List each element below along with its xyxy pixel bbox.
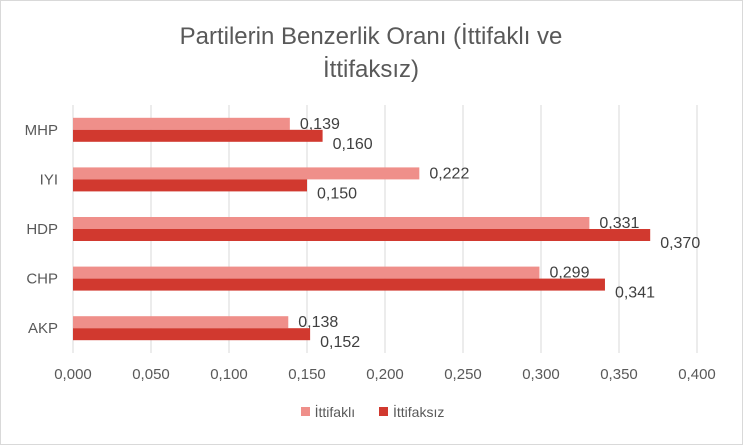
bar: [73, 316, 289, 329]
legend-swatch-ittifakli: [300, 407, 310, 416]
legend-item-ittifaksiz: İttifaksız: [379, 404, 444, 420]
x-tick-label: 0,250: [444, 366, 482, 383]
x-tick-label: 0,000: [54, 366, 92, 383]
bar: [73, 117, 290, 130]
data-label: 0,331: [599, 215, 639, 232]
legend-swatch-ittifaksiz: [379, 407, 388, 416]
data-label: 0,160: [333, 136, 373, 153]
x-tick-label: 0,200: [366, 366, 404, 383]
y-category-label: MHP: [25, 122, 58, 139]
x-tick-label: 0,350: [600, 366, 638, 383]
bar: [73, 229, 651, 241]
bar: [73, 266, 540, 279]
legend-label-ittifaksiz: İttifaksız: [393, 403, 445, 420]
data-label: 0,150: [317, 185, 357, 202]
x-tick-label: 0,300: [522, 366, 560, 383]
data-label: 0,152: [320, 334, 360, 351]
data-label: 0,370: [660, 235, 700, 252]
y-category-label: HDP: [26, 221, 58, 238]
bar: [73, 328, 311, 341]
bar: [73, 179, 307, 192]
data-label: 0,341: [615, 285, 655, 302]
bar: [73, 129, 323, 142]
x-tick-label: 0,100: [210, 366, 248, 383]
x-tick-label: 0,150: [288, 366, 326, 383]
chart-title-line-1: Partilerin Benzerlik Oranı (İttifaklı ve: [179, 23, 563, 50]
y-category-label: CHP: [26, 271, 58, 288]
legend-item-ittifakli: İttifaklı: [300, 403, 356, 420]
y-category-label: AKP: [28, 320, 58, 337]
y-category-label: IYI: [40, 171, 58, 188]
x-tick-label: 0,050: [132, 366, 170, 383]
bar: [73, 217, 590, 229]
chart-title-line-2: İttifaksız): [322, 56, 419, 83]
bar: [73, 278, 605, 291]
x-tick-label: 0,400: [678, 366, 716, 383]
data-label: 0,222: [429, 165, 469, 182]
data-label: 0,139: [300, 116, 340, 133]
legend-label-ittifakli: İttifaklı: [314, 403, 356, 420]
data-label: 0,138: [298, 314, 338, 331]
legend: İttifaklı İttifaksız: [1, 403, 743, 420]
data-label: 0,299: [549, 265, 589, 282]
bar: [73, 167, 420, 180]
